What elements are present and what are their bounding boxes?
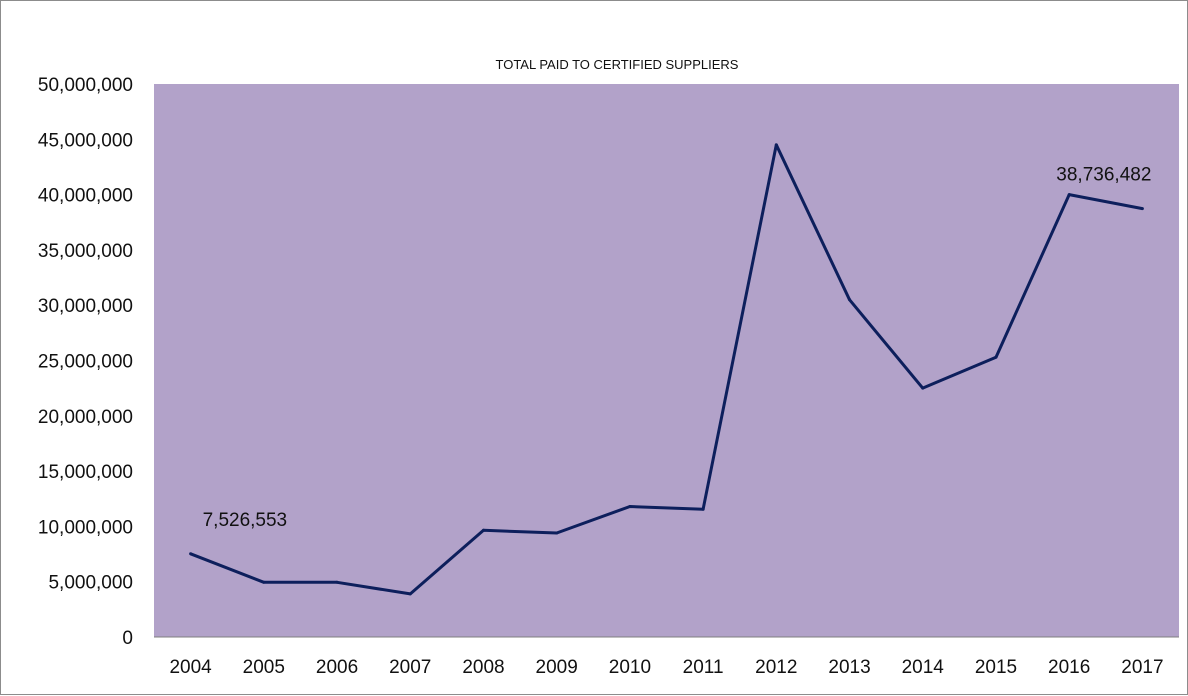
x-tick-label: 2010	[609, 657, 651, 678]
data-point	[628, 504, 632, 508]
x-tick-label: 2006	[316, 657, 358, 678]
plot-area	[154, 84, 1179, 637]
data-point	[262, 580, 266, 584]
x-tick-label: 2011	[683, 657, 724, 678]
y-tick-label: 50,000,000	[38, 75, 133, 96]
x-tick-label: 2012	[755, 657, 797, 678]
data-point	[555, 531, 559, 535]
data-point	[1140, 207, 1144, 211]
data-point	[994, 355, 998, 359]
data-point	[189, 552, 193, 556]
x-tick-label: 2005	[243, 657, 285, 678]
data-point	[1067, 193, 1071, 197]
y-tick-label: 0	[122, 628, 133, 649]
data-point	[921, 386, 925, 390]
data-points	[189, 143, 1144, 596]
data-point	[481, 528, 485, 532]
series-line	[190, 143, 1143, 596]
y-axis-ticks: 0 5,000,000 10,000,000 15,000,000 20,000,000…	[38, 75, 133, 649]
data-point	[335, 580, 339, 584]
data-point	[774, 143, 778, 147]
y-tick-label: 35,000,000	[38, 241, 133, 262]
y-tick-label: 40,000,000	[38, 186, 133, 207]
x-tick-label: 2017	[1121, 657, 1163, 678]
y-tick-label: 30,000,000	[38, 296, 133, 317]
data-point	[701, 507, 705, 511]
data-point	[408, 592, 412, 596]
data-label: 7,526,553	[203, 510, 288, 531]
y-tick-label: 10,000,000	[38, 517, 133, 538]
y-tick-label: 20,000,000	[38, 407, 133, 428]
data-label: 38,736,482	[1056, 165, 1151, 186]
x-tick-label: 2007	[389, 657, 431, 678]
x-axis-ticks: 2004 2005 2006 2007 2008 2009 2010 2011 2012 2013…	[169, 657, 1163, 678]
y-tick-label: 5,000,000	[48, 573, 133, 594]
data-labels: 7,526,553 38,736,482	[203, 165, 1152, 531]
data-point	[848, 298, 852, 302]
chart-title: TOTAL PAID TO CERTIFIED SUPPLIERS	[496, 57, 739, 72]
x-tick-label: 2015	[975, 657, 1017, 678]
x-tick-label: 2004	[169, 657, 212, 678]
x-tick-label: 2014	[902, 657, 945, 678]
y-tick-label: 45,000,000	[38, 130, 133, 151]
x-tick-label: 2008	[462, 657, 504, 678]
x-tick-label: 2009	[536, 657, 578, 678]
y-tick-label: 25,000,000	[38, 352, 133, 373]
y-tick-label: 15,000,000	[38, 462, 133, 483]
x-tick-label: 2013	[828, 657, 870, 678]
x-tick-label: 2016	[1048, 657, 1090, 678]
